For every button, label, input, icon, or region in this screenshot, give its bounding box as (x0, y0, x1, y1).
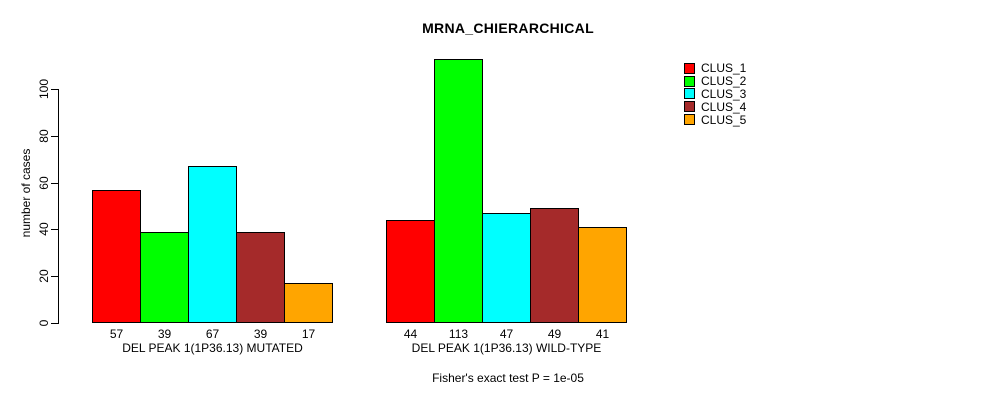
y-tick (51, 323, 58, 324)
bar-clus_4-group1 (236, 232, 285, 323)
legend-label: CLUS_3 (701, 86, 747, 101)
bar-value-label: 39 (157, 327, 172, 341)
legend-label: CLUS_1 (701, 61, 747, 76)
legend-label: CLUS_4 (701, 99, 747, 114)
bar-value-label: 41 (595, 327, 610, 341)
bar-clus_5-group2 (578, 227, 627, 323)
legend-row: CLUS_1 (684, 62, 746, 75)
y-tick (51, 276, 58, 277)
bar-value-label: 113 (448, 327, 469, 341)
chart-title: MRNA_CHIERARCHICAL (422, 20, 594, 36)
legend-label: CLUS_2 (701, 74, 747, 89)
legend-color-swatch-clus_1 (684, 62, 695, 74)
bar-clus_3-group2 (482, 213, 531, 323)
bar-value-label: 17 (301, 327, 316, 341)
legend-color-swatch-clus_4 (684, 101, 695, 113)
bar-value-label: 39 (253, 327, 268, 341)
bar-clus_1-group1 (92, 190, 141, 323)
legend-color-swatch-clus_3 (684, 88, 695, 100)
bar-clus_1-group2 (386, 220, 435, 323)
legend-label: CLUS_5 (701, 112, 747, 127)
legend-row: CLUS_4 (684, 100, 746, 113)
legend-row: CLUS_5 (684, 113, 746, 126)
y-tick-label: 20 (37, 269, 51, 283)
y-tick (51, 183, 58, 184)
legend-row: CLUS_3 (684, 88, 746, 101)
bar-value-label: 67 (205, 327, 220, 341)
bar-value-label: 47 (499, 327, 514, 341)
y-tick (51, 136, 58, 137)
y-tick-label: 100 (37, 78, 51, 100)
bar-value-label: 44 (403, 327, 418, 341)
legend: CLUS_1 CLUS_2 CLUS_3 CLUS_4 CLUS_5 (684, 62, 746, 126)
legend-color-swatch-clus_2 (684, 75, 695, 87)
y-tick-label: 60 (37, 176, 51, 190)
x-group-label: DEL PEAK 1(1P36.13) MUTATED (122, 341, 303, 355)
bar-clus_2-group2 (434, 59, 483, 323)
legend-row: CLUS_2 (684, 75, 746, 88)
bar-value-label: 57 (109, 327, 124, 341)
y-axis-line (58, 89, 59, 324)
bar-clus_4-group2 (530, 208, 579, 323)
bar-value-label: 49 (547, 327, 562, 341)
y-tick-label: 40 (37, 222, 51, 236)
y-tick (51, 89, 58, 90)
legend-color-swatch-clus_5 (684, 114, 695, 126)
bar-clus_3-group1 (188, 166, 237, 323)
bar-clus_2-group1 (140, 232, 189, 323)
subtitle-fisher-test: Fisher's exact test P = 1e-05 (432, 371, 584, 385)
y-tick-label: 80 (37, 129, 51, 143)
y-tick-label: 0 (37, 319, 51, 327)
y-tick (51, 229, 58, 230)
x-group-label: DEL PEAK 1(1P36.13) WILD-TYPE (411, 341, 602, 355)
bar-clus_5-group1 (284, 283, 333, 323)
